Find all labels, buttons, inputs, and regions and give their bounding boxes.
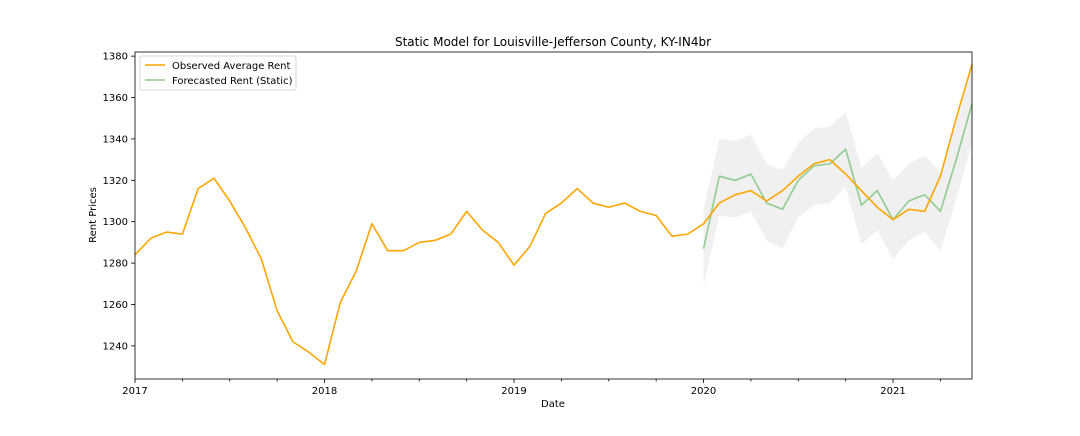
y-tick-label: 1260 (103, 300, 128, 311)
x-tick-label: 2019 (501, 386, 526, 397)
chart-title: Static Model for Louisville-Jefferson Co… (395, 35, 711, 49)
x-tick-label: 2017 (122, 386, 147, 397)
y-tick-label: 1380 (103, 52, 128, 63)
y-tick-label: 1300 (103, 217, 128, 228)
legend-label-observed: Observed Average Rent (172, 61, 291, 72)
series-line-forecast (702, 103, 973, 249)
legend-box (139, 55, 297, 91)
y-tick-label: 1320 (103, 176, 128, 187)
x-tick-label: 2020 (691, 386, 716, 397)
legend-label-forecast: Forecasted Rent (Static) (172, 76, 293, 87)
y-tick-label: 1280 (103, 259, 128, 270)
y-tick-label: 1240 (103, 341, 128, 352)
confidence-band (703, 66, 972, 286)
y-tick-label: 1340 (103, 134, 128, 145)
x-tick-label: 2018 (312, 386, 337, 397)
x-tick-label: 2021 (880, 386, 905, 397)
x-axis: 2017 2018 2019 2020 2021 (122, 379, 941, 397)
plot-area-frame (134, 51, 973, 380)
y-tick-label: 1360 (103, 93, 128, 104)
legend: Observed Average Rent Forecasted Rent (S… (139, 55, 297, 91)
y-axis: 1240 1260 1280 1300 1320 1340 1360 1380 (103, 52, 135, 352)
confidence-band-layer (703, 66, 972, 286)
series-layer (134, 64, 973, 366)
x-axis-label: Date (541, 399, 565, 410)
y-axis-label: Rent Prices (88, 187, 99, 243)
series-line-observed (134, 64, 973, 366)
